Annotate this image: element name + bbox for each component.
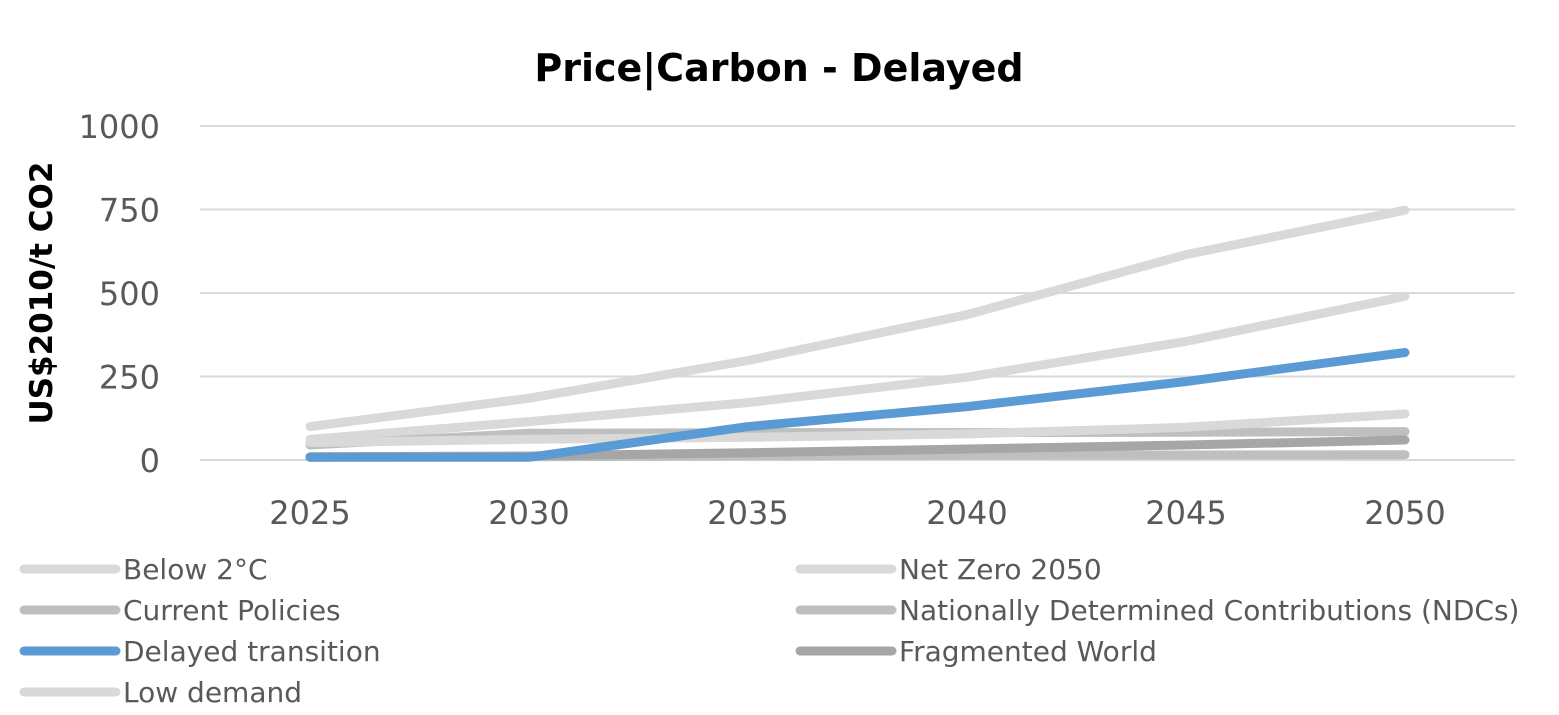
series-line — [305, 205, 1410, 432]
legend-entry: Delayed transition — [123, 635, 381, 668]
legend-entry: Fragmented World — [899, 635, 1157, 668]
y-axis-label: US$2010/t CO2 — [24, 162, 60, 425]
x-tick-labels: 2025 2030 2035 2040 2045 2050 — [269, 494, 1445, 532]
chart-title: Price|Carbon - Delayed — [534, 46, 1023, 91]
legend-entry: Current Policies — [123, 594, 341, 627]
legend-entry: Net Zero 2050 — [899, 553, 1102, 586]
series-line — [305, 348, 1410, 462]
series-line — [305, 409, 1410, 448]
legend-entry: Low demand — [123, 676, 302, 709]
x-tick-label: 2050 — [1364, 494, 1445, 532]
x-tick-label: 2025 — [269, 494, 350, 532]
legend: Below 2°C Net Zero 2050 Current Policies Na… — [19, 553, 1519, 709]
y-tick-label: 250 — [99, 359, 160, 397]
y-tick-label: 1000 — [79, 108, 160, 146]
y-tick-label: 750 — [99, 192, 160, 230]
legend-entry: Nationally Determined Contributions (NDC… — [899, 594, 1519, 627]
y-tick-labels: 0 250 500 750 1000 — [79, 108, 160, 480]
x-tick-label: 2040 — [926, 494, 1007, 532]
series-line — [305, 291, 1410, 444]
x-tick-label: 2045 — [1145, 494, 1226, 532]
legend-entry: Below 2°C — [123, 553, 268, 586]
gridlines — [200, 125, 1515, 461]
y-tick-label: 0 — [140, 442, 160, 480]
y-tick-label: 500 — [99, 275, 160, 313]
x-tick-label: 2035 — [707, 494, 788, 532]
x-tick-label: 2030 — [488, 494, 569, 532]
series-lines — [305, 205, 1410, 462]
